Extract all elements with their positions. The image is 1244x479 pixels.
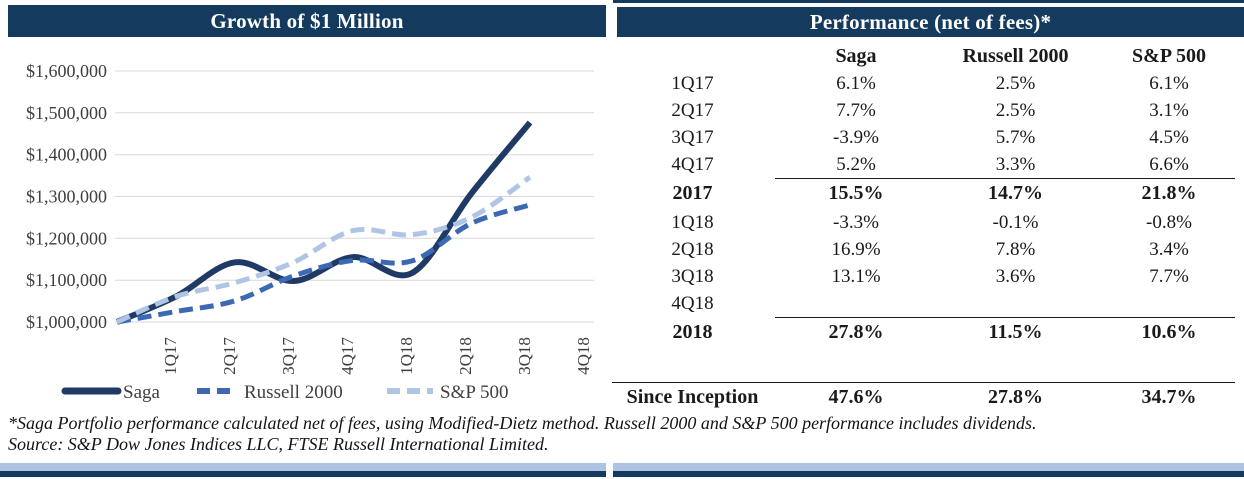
x-axis-label: 2Q17	[220, 337, 239, 375]
table-title: Performance (net of fees)*	[809, 9, 1052, 34]
cell-value: 14.7%	[988, 182, 1043, 204]
table-rule	[612, 382, 1235, 383]
series-line-russell-2000	[116, 202, 531, 325]
cell-value: -3.3%	[833, 211, 879, 233]
chart-title: Growth of $1 Million	[210, 8, 404, 33]
row-label: 2018	[672, 321, 713, 343]
cell-value: 34.7%	[1141, 385, 1197, 408]
column-header: S&P 500	[1132, 44, 1206, 67]
cell-value: 3.4%	[1149, 238, 1189, 260]
table-row: 1Q17 6.1% 2.5% 6.1%	[610, 70, 1244, 97]
column-header: Saga	[835, 44, 877, 67]
footnote-line-1: *Saga Portfolio performance calculated n…	[8, 413, 1037, 433]
bottom-divider-left	[0, 463, 606, 477]
cell-value: 2.5%	[995, 99, 1036, 121]
x-axis-label: 4Q18	[574, 337, 593, 375]
footnote-line-2: Source: S&P Dow Jones Indices LLC, FTSE …	[8, 434, 549, 454]
cell-value: 3.3%	[995, 153, 1036, 175]
cell-value: 2.5%	[995, 72, 1036, 94]
column-header: Russell 2000	[962, 44, 1069, 67]
cell-value: 15.5%	[828, 182, 884, 204]
table-row: 2018 27.8% 11.5% 10.6%	[610, 317, 1244, 348]
cell-value: 4.5%	[1149, 126, 1189, 148]
row-label: Since Inception	[626, 385, 759, 408]
x-axis-label: 1Q18	[397, 337, 416, 375]
table-row: 4Q18	[610, 290, 1244, 317]
cell-value: -0.8%	[1146, 211, 1192, 233]
table-row: 4Q17 5.2% 3.3% 6.6%	[610, 151, 1244, 178]
table-row: 2Q17 7.7% 2.5% 3.1%	[610, 97, 1244, 124]
table-row: Since Inception 47.6% 27.8% 34.7%	[610, 382, 1244, 412]
x-axis-label: 4Q17	[338, 337, 357, 375]
cell-value: 11.5%	[988, 321, 1043, 343]
table-top-rule	[613, 0, 1244, 3]
cell-value: 6.6%	[1149, 153, 1189, 175]
cell-value: 5.7%	[995, 126, 1036, 148]
row-label: 3Q18	[671, 265, 714, 287]
row-label: 4Q17	[671, 153, 714, 175]
cell-value: 7.7%	[1149, 265, 1189, 287]
bottom-divider-right	[613, 463, 1244, 477]
cell-value: 7.7%	[836, 99, 876, 121]
table-row: 3Q17 -3.9% 5.7% 4.5%	[610, 124, 1244, 151]
cell-value: 6.1%	[836, 72, 876, 94]
legend-label: Russell 2000	[244, 382, 343, 403]
chart-title-bar: Growth of $1 Million	[8, 5, 606, 37]
legend-label: S&P 500	[440, 382, 508, 403]
table-row: 1Q18 -3.3% -0.1% -0.8%	[610, 209, 1244, 236]
cell-value: -3.9%	[833, 126, 879, 148]
row-label: 1Q18	[671, 211, 714, 233]
divider-dark-bar	[0, 471, 606, 477]
row-label: 2Q18	[671, 238, 714, 260]
cell-value: 13.1%	[831, 265, 881, 287]
y-axis-label: $1,500,000	[26, 103, 107, 123]
table-rule	[775, 317, 1235, 318]
cell-value: 3.1%	[1149, 99, 1189, 121]
row-label: 2017	[672, 182, 713, 204]
cell-value: 21.8%	[1141, 182, 1197, 204]
x-axis-label: 1Q17	[161, 337, 180, 375]
cell-value: 47.6%	[828, 385, 884, 408]
cell-value: 10.6%	[1141, 321, 1197, 343]
table-header-row: Saga Russell 2000 S&P 500	[610, 42, 1244, 70]
table-row: 3Q18 13.1% 3.6% 7.7%	[610, 263, 1244, 290]
series-line-s-p-500	[115, 175, 532, 325]
cell-value: 6.1%	[1149, 72, 1189, 94]
y-axis-label: $1,300,000	[26, 187, 107, 207]
cell-value: 27.8%	[828, 321, 884, 343]
footnotes: *Saga Portfolio performance calculated n…	[8, 413, 1238, 455]
legend-label: Saga	[123, 382, 161, 403]
cell-value: 3.6%	[995, 265, 1036, 287]
cell-value: 16.9%	[831, 238, 881, 260]
row-label: 2Q17	[671, 99, 714, 121]
y-axis-label: $1,400,000	[26, 145, 107, 165]
y-axis-label: $1,100,000	[26, 270, 107, 290]
divider-light-bar	[613, 463, 1244, 471]
growth-chart: $1,000,000 $1,100,000 $1,200,000 $1,300,000…	[26, 61, 594, 403]
row-label: 1Q17	[671, 72, 714, 94]
x-axis-label: 2Q18	[456, 337, 475, 375]
table-title-bar: Performance (net of fees)*	[617, 7, 1244, 37]
y-axis-label: $1,000,000	[26, 312, 107, 332]
x-axis-label: 3Q18	[515, 337, 534, 375]
y-axis-label: $1,600,000	[26, 61, 107, 81]
table-row: 2017 15.5% 14.7% 21.8%	[610, 178, 1244, 209]
x-axis-label: 3Q17	[279, 337, 298, 375]
table-rule	[775, 178, 1235, 179]
cell-value: 5.2%	[836, 153, 876, 175]
row-label: 4Q18	[671, 292, 714, 314]
y-axis-label: $1,200,000	[26, 228, 107, 248]
row-label: 3Q17	[671, 126, 714, 148]
divider-dark-bar	[613, 471, 1244, 477]
series-line-saga	[115, 120, 533, 325]
table-row: 2Q18 16.9% 7.8% 3.4%	[610, 236, 1244, 263]
cell-value: -0.1%	[992, 211, 1039, 233]
performance-table: Saga Russell 2000 S&P 500 1Q17 6.1% 2.5% 6.1% 2…	[610, 42, 1244, 412]
divider-light-bar	[0, 463, 606, 471]
cell-value: 7.8%	[995, 238, 1036, 260]
cell-value: 27.8%	[988, 385, 1043, 408]
